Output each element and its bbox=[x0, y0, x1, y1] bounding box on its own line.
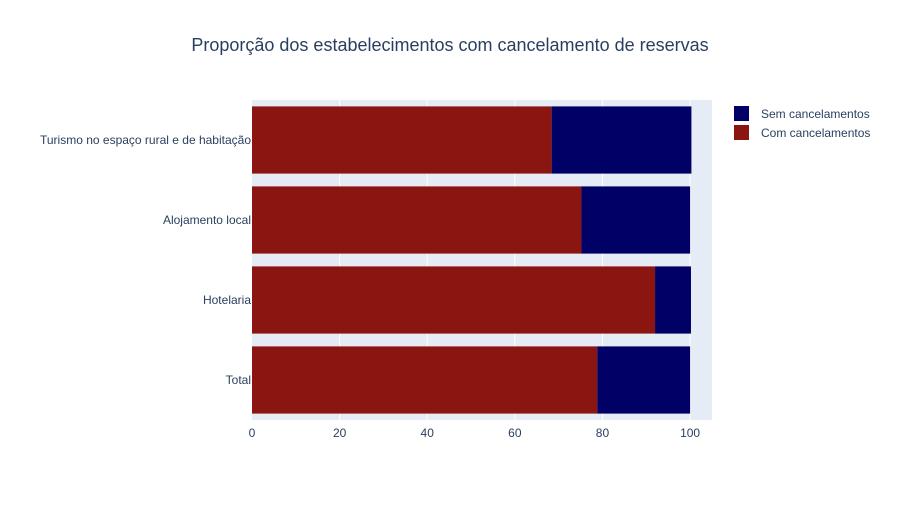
chart-title: Proporção dos estabelecimentos com cance… bbox=[191, 35, 708, 55]
y-tick-label-turismo-no-espaco-rural-e-de-habitacao: Turismo no espaço rural e de habitação bbox=[40, 133, 251, 147]
bar-com-cancelamentos-hotelaria[interactable]: Hotelaria — Com cancelamentos: 92 bbox=[252, 266, 656, 334]
y-tick-label-alojamento-local: Alojamento local bbox=[163, 213, 251, 227]
legend[interactable]: Sem cancelamentos Com cancelamentos bbox=[734, 106, 870, 140]
legend-item-sem-cancelamentos[interactable]: Sem cancelamentos bbox=[734, 106, 870, 121]
bar-com-cancelamentos-alojamento-local[interactable]: Alojamento local — Com cancelamentos: 75… bbox=[252, 186, 582, 254]
x-tick-label-100: 100 bbox=[680, 426, 700, 440]
x-tick-label-80: 80 bbox=[596, 426, 610, 440]
y-tick-label-total: Total bbox=[226, 373, 251, 387]
y-axis-tick-labels: Total Hotelaria Alojamento local Turismo no… bbox=[40, 133, 251, 387]
y-tick-label-hotelaria: Hotelaria bbox=[203, 293, 251, 307]
bar-com-cancelamentos-turismo-no-espaco-rural-e-de-habitacao[interactable]: Turismo no espaço rural e de habitação —… bbox=[252, 106, 552, 174]
x-tick-label-20: 20 bbox=[333, 426, 347, 440]
legend-label-com-cancelamentos: Com cancelamentos bbox=[761, 126, 870, 140]
x-axis-tick-labels: 0 20 40 60 80 100 bbox=[249, 426, 701, 440]
legend-swatch-sem-cancelamentos bbox=[734, 106, 749, 121]
legend-item-com-cancelamentos[interactable]: Com cancelamentos bbox=[734, 125, 870, 140]
x-tick-label-60: 60 bbox=[508, 426, 522, 440]
bar-sem-cancelamentos-total[interactable]: Total — Sem cancelamentos: 21.2 bbox=[597, 346, 691, 414]
legend-swatch-com-cancelamentos bbox=[734, 125, 749, 140]
bar-sem-cancelamentos-hotelaria[interactable]: Hotelaria — Sem cancelamentos: 8.2 bbox=[655, 266, 691, 334]
x-tick-label-0: 0 bbox=[249, 426, 256, 440]
legend-label-sem-cancelamentos: Sem cancelamentos bbox=[761, 107, 870, 121]
bar-sem-cancelamentos-turismo-no-espaco-rural-e-de-habitacao[interactable]: Turismo no espaço rural e de habitação —… bbox=[551, 106, 692, 174]
bars: Total — Com cancelamentos: 78.8Total — S… bbox=[252, 106, 692, 414]
bar-sem-cancelamentos-alojamento-local[interactable]: Alojamento local — Sem cancelamentos: 24… bbox=[581, 186, 691, 254]
x-tick-label-40: 40 bbox=[421, 426, 435, 440]
bar-com-cancelamentos-total[interactable]: Total — Com cancelamentos: 78.8 bbox=[252, 346, 598, 414]
